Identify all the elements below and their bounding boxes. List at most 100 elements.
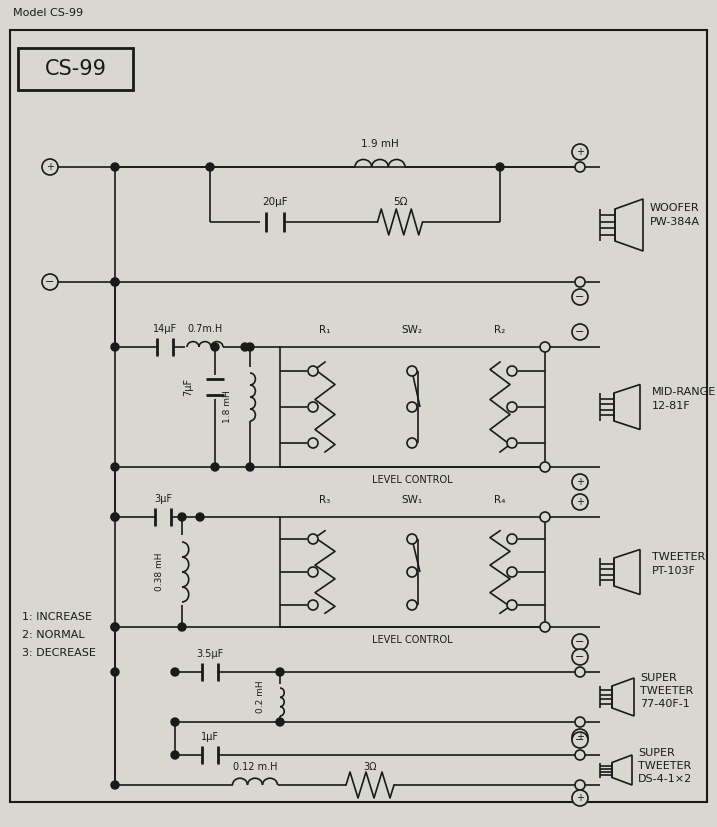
Circle shape [111,668,119,676]
Circle shape [111,163,119,171]
Circle shape [308,402,318,412]
Circle shape [572,732,588,748]
Circle shape [575,277,585,287]
Circle shape [572,494,588,510]
Circle shape [507,402,517,412]
Text: 0.38 mH: 0.38 mH [155,552,164,591]
Circle shape [206,163,214,171]
Text: TWEETER
PT-103F: TWEETER PT-103F [652,552,706,576]
Circle shape [308,534,318,544]
Circle shape [111,343,119,351]
Circle shape [507,366,517,376]
Text: −: − [45,277,54,287]
Circle shape [111,278,119,286]
Circle shape [507,600,517,610]
Circle shape [507,534,517,544]
Circle shape [572,324,588,340]
Text: R₃: R₃ [319,495,331,505]
Text: 14μF: 14μF [153,324,177,334]
Text: −: − [575,327,584,337]
Text: +: + [576,477,584,487]
Circle shape [111,278,119,286]
Text: R₂: R₂ [495,325,505,335]
Text: 0.12 m.H: 0.12 m.H [233,762,277,772]
Text: LEVEL CONTROL: LEVEL CONTROL [371,475,452,485]
Circle shape [211,463,219,471]
Text: R₁: R₁ [319,325,331,335]
Circle shape [572,474,588,490]
Circle shape [407,438,417,448]
Circle shape [111,513,119,521]
Circle shape [111,623,119,631]
Text: 7μF: 7μF [183,378,193,396]
Circle shape [572,289,588,305]
Circle shape [407,534,417,544]
Text: +: + [46,162,54,172]
Bar [280,347,545,467]
Circle shape [575,667,585,677]
Circle shape [42,159,58,175]
Circle shape [196,513,204,521]
Circle shape [572,144,588,160]
Circle shape [246,463,254,471]
Circle shape [540,342,550,352]
Circle shape [308,366,318,376]
Circle shape [111,781,119,789]
Circle shape [572,649,588,665]
Text: LEVEL CONTROL: LEVEL CONTROL [371,635,452,645]
Circle shape [540,512,550,522]
Bar [280,517,545,627]
Text: 1: INCREASE
2: NORMAL
3: DECREASE: 1: INCREASE 2: NORMAL 3: DECREASE [22,612,96,658]
Text: 0.7m.H: 0.7m.H [187,324,222,334]
Circle shape [507,567,517,577]
Text: 1.8 mH: 1.8 mH [223,390,232,423]
Circle shape [171,718,179,726]
Circle shape [496,163,504,171]
Text: −: − [575,292,584,302]
Text: +: + [576,497,584,507]
Text: CS-99: CS-99 [45,59,107,79]
Circle shape [507,438,517,448]
Text: +: + [576,732,584,742]
Circle shape [246,343,254,351]
Text: 1μF: 1μF [201,732,219,742]
Circle shape [308,438,318,448]
Text: 0.2 mH: 0.2 mH [256,681,265,714]
Circle shape [572,729,588,745]
Circle shape [111,513,119,521]
Text: MID-RANGE
12-81F: MID-RANGE 12-81F [652,387,716,411]
Text: SUPER
TWEETER
DS-4-1×2: SUPER TWEETER DS-4-1×2 [638,748,692,784]
Circle shape [575,162,585,172]
Circle shape [178,513,186,521]
Circle shape [540,622,550,632]
Text: 3.5μF: 3.5μF [196,649,224,659]
Text: Model CS-99: Model CS-99 [13,8,83,18]
Circle shape [276,668,284,676]
Circle shape [575,780,585,790]
Text: SUPER
TWEETER
77-40F-1: SUPER TWEETER 77-40F-1 [640,673,693,710]
Text: WOOFER
PW-384A: WOOFER PW-384A [650,203,700,227]
Text: +: + [576,147,584,157]
Circle shape [178,623,186,631]
Circle shape [572,634,588,650]
Circle shape [575,750,585,760]
Circle shape [540,462,550,472]
Bar [18,48,133,90]
Circle shape [111,623,119,631]
Text: 3Ω: 3Ω [364,762,376,772]
Circle shape [308,567,318,577]
Circle shape [407,600,417,610]
Text: SW₁: SW₁ [402,495,422,505]
Circle shape [171,751,179,759]
Circle shape [211,343,219,351]
Text: 3μF: 3μF [154,494,172,504]
Text: 20μF: 20μF [262,197,288,207]
Circle shape [308,600,318,610]
Text: −: − [575,652,584,662]
Circle shape [111,463,119,471]
Circle shape [575,717,585,727]
Text: −: − [575,735,584,745]
Circle shape [572,790,588,806]
Circle shape [407,402,417,412]
Circle shape [171,668,179,676]
